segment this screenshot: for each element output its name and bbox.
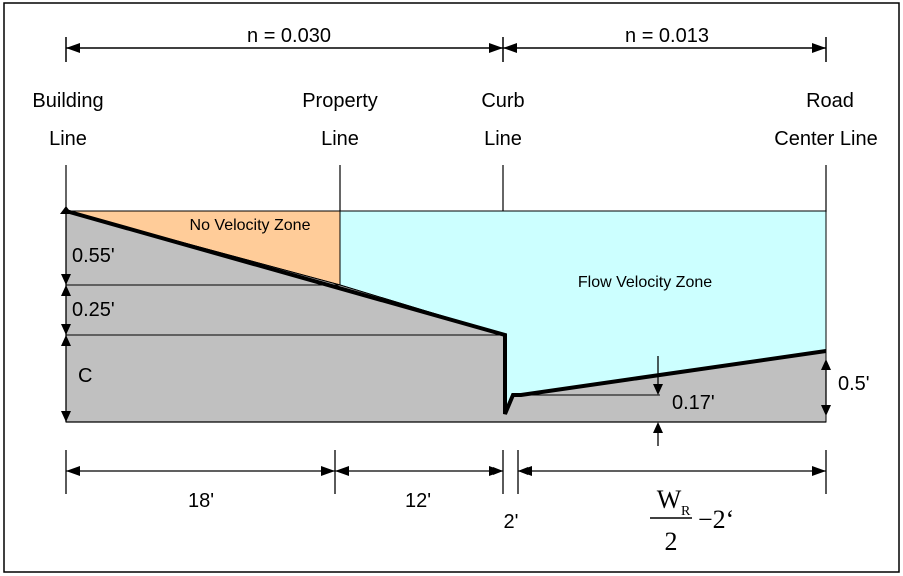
formula-denominator: 2 (665, 527, 678, 556)
building-point-marker (60, 206, 72, 214)
formula-rest: −2‘ (698, 505, 734, 534)
ground-profile (65, 209, 827, 415)
dim-12-arrow (335, 466, 503, 476)
road-half-width-formula: W R 2 −2‘ (650, 485, 734, 556)
flow-velocity-zone-label: Flow Velocity Zone (578, 274, 712, 291)
dim-017-label: 0.17' (672, 392, 715, 414)
dim-05-label: 0.5' (838, 373, 870, 395)
n-right-label: n = 0.013 (625, 25, 709, 47)
n-left-dimension (65, 37, 504, 62)
dim-025-label: 0.25' (72, 299, 115, 321)
property-line-label-2: Line (321, 128, 359, 150)
building-line-label-1: Building (32, 90, 103, 112)
dim-wr-arrow (518, 466, 826, 476)
dim-c-label: C (78, 365, 92, 387)
building-line-label-2: Line (49, 128, 87, 150)
dim-055-label: 0.55' (72, 245, 115, 267)
formula-numerator: W (657, 485, 682, 514)
n-right-dimension (503, 37, 827, 62)
dim-2-label: 2' (504, 511, 519, 533)
road-center-line-label-1: Road (806, 90, 854, 112)
property-line-label-1: Property (302, 90, 378, 112)
road-height-dimension (821, 359, 831, 416)
formula-subscript: R (681, 504, 691, 519)
no-velocity-zone-label: No Velocity Zone (190, 217, 311, 234)
dim-18-label: 18' (188, 490, 214, 512)
road-center-line-label-2: Center Line (774, 128, 877, 150)
curb-line-label-2: Line (484, 128, 522, 150)
left-vertical-arrowheads (61, 274, 71, 422)
gutter-dimension (653, 356, 663, 446)
n-left-label: n = 0.030 (247, 25, 331, 47)
bottom-dimension-ticks (65, 450, 827, 494)
curb-line-label-1: Curb (481, 90, 524, 112)
dim-12-label: 12' (405, 490, 431, 512)
diagram-frame (3, 2, 900, 573)
dim-18-arrow (66, 466, 335, 476)
